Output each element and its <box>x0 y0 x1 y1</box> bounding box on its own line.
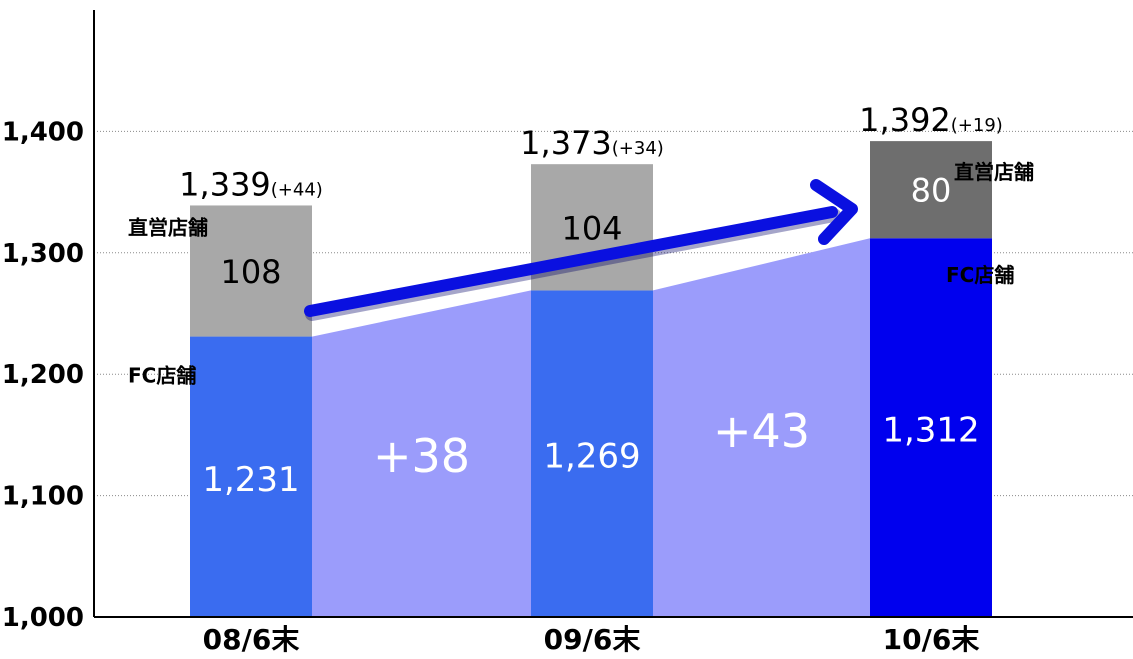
direct-value-label: 108 <box>220 253 281 291</box>
fc-value-label: 1,269 <box>543 437 640 477</box>
increment-label: +38 <box>373 429 470 483</box>
axes <box>93 10 1133 618</box>
series-label-fc: FC店舗 <box>128 364 196 388</box>
fc-value-label: 1,231 <box>202 460 299 500</box>
y-tick-label: 1,300 <box>2 239 84 269</box>
y-tick-label: 1,400 <box>2 117 84 147</box>
x-tick-label: 09/6末 <box>544 623 641 656</box>
direct-value-label: 80 <box>911 172 952 210</box>
bar-fc <box>190 336 312 617</box>
bar-fc <box>870 238 992 617</box>
increment-label: +43 <box>713 404 810 458</box>
bars <box>190 141 992 617</box>
labels: 1,000 1,100 1,200 1,300 1,400 +38 +43 1,231 108 1… <box>2 101 1034 656</box>
y-tick-label: 1,200 <box>2 360 84 390</box>
x-tick-label: 10/6末 <box>883 623 980 656</box>
total-label: 1,339(+44) <box>179 165 323 203</box>
y-tick-label: 1,100 <box>2 482 84 512</box>
series-label-fc: FC店舗 <box>946 263 1014 287</box>
x-tick-label: 08/6末 <box>203 623 300 656</box>
total-label: 1,392(+19) <box>859 101 1003 139</box>
fc-value-label: 1,312 <box>882 411 979 451</box>
series-label-direct: 直営店舗 <box>128 215 208 239</box>
trend-arrow <box>304 206 838 317</box>
bar-direct <box>870 141 992 239</box>
increment-band <box>312 290 531 617</box>
bar-direct <box>190 205 312 337</box>
trend-arrow-head <box>810 179 858 245</box>
direct-value-label: 104 <box>561 209 622 247</box>
y-tick-label: 1,000 <box>2 603 84 633</box>
series-label-direct: 直営店舗 <box>954 160 1034 184</box>
increment-bands <box>312 238 870 617</box>
increment-band <box>653 238 870 617</box>
total-label: 1,373(+34) <box>520 124 664 162</box>
bar-fc <box>531 290 653 617</box>
